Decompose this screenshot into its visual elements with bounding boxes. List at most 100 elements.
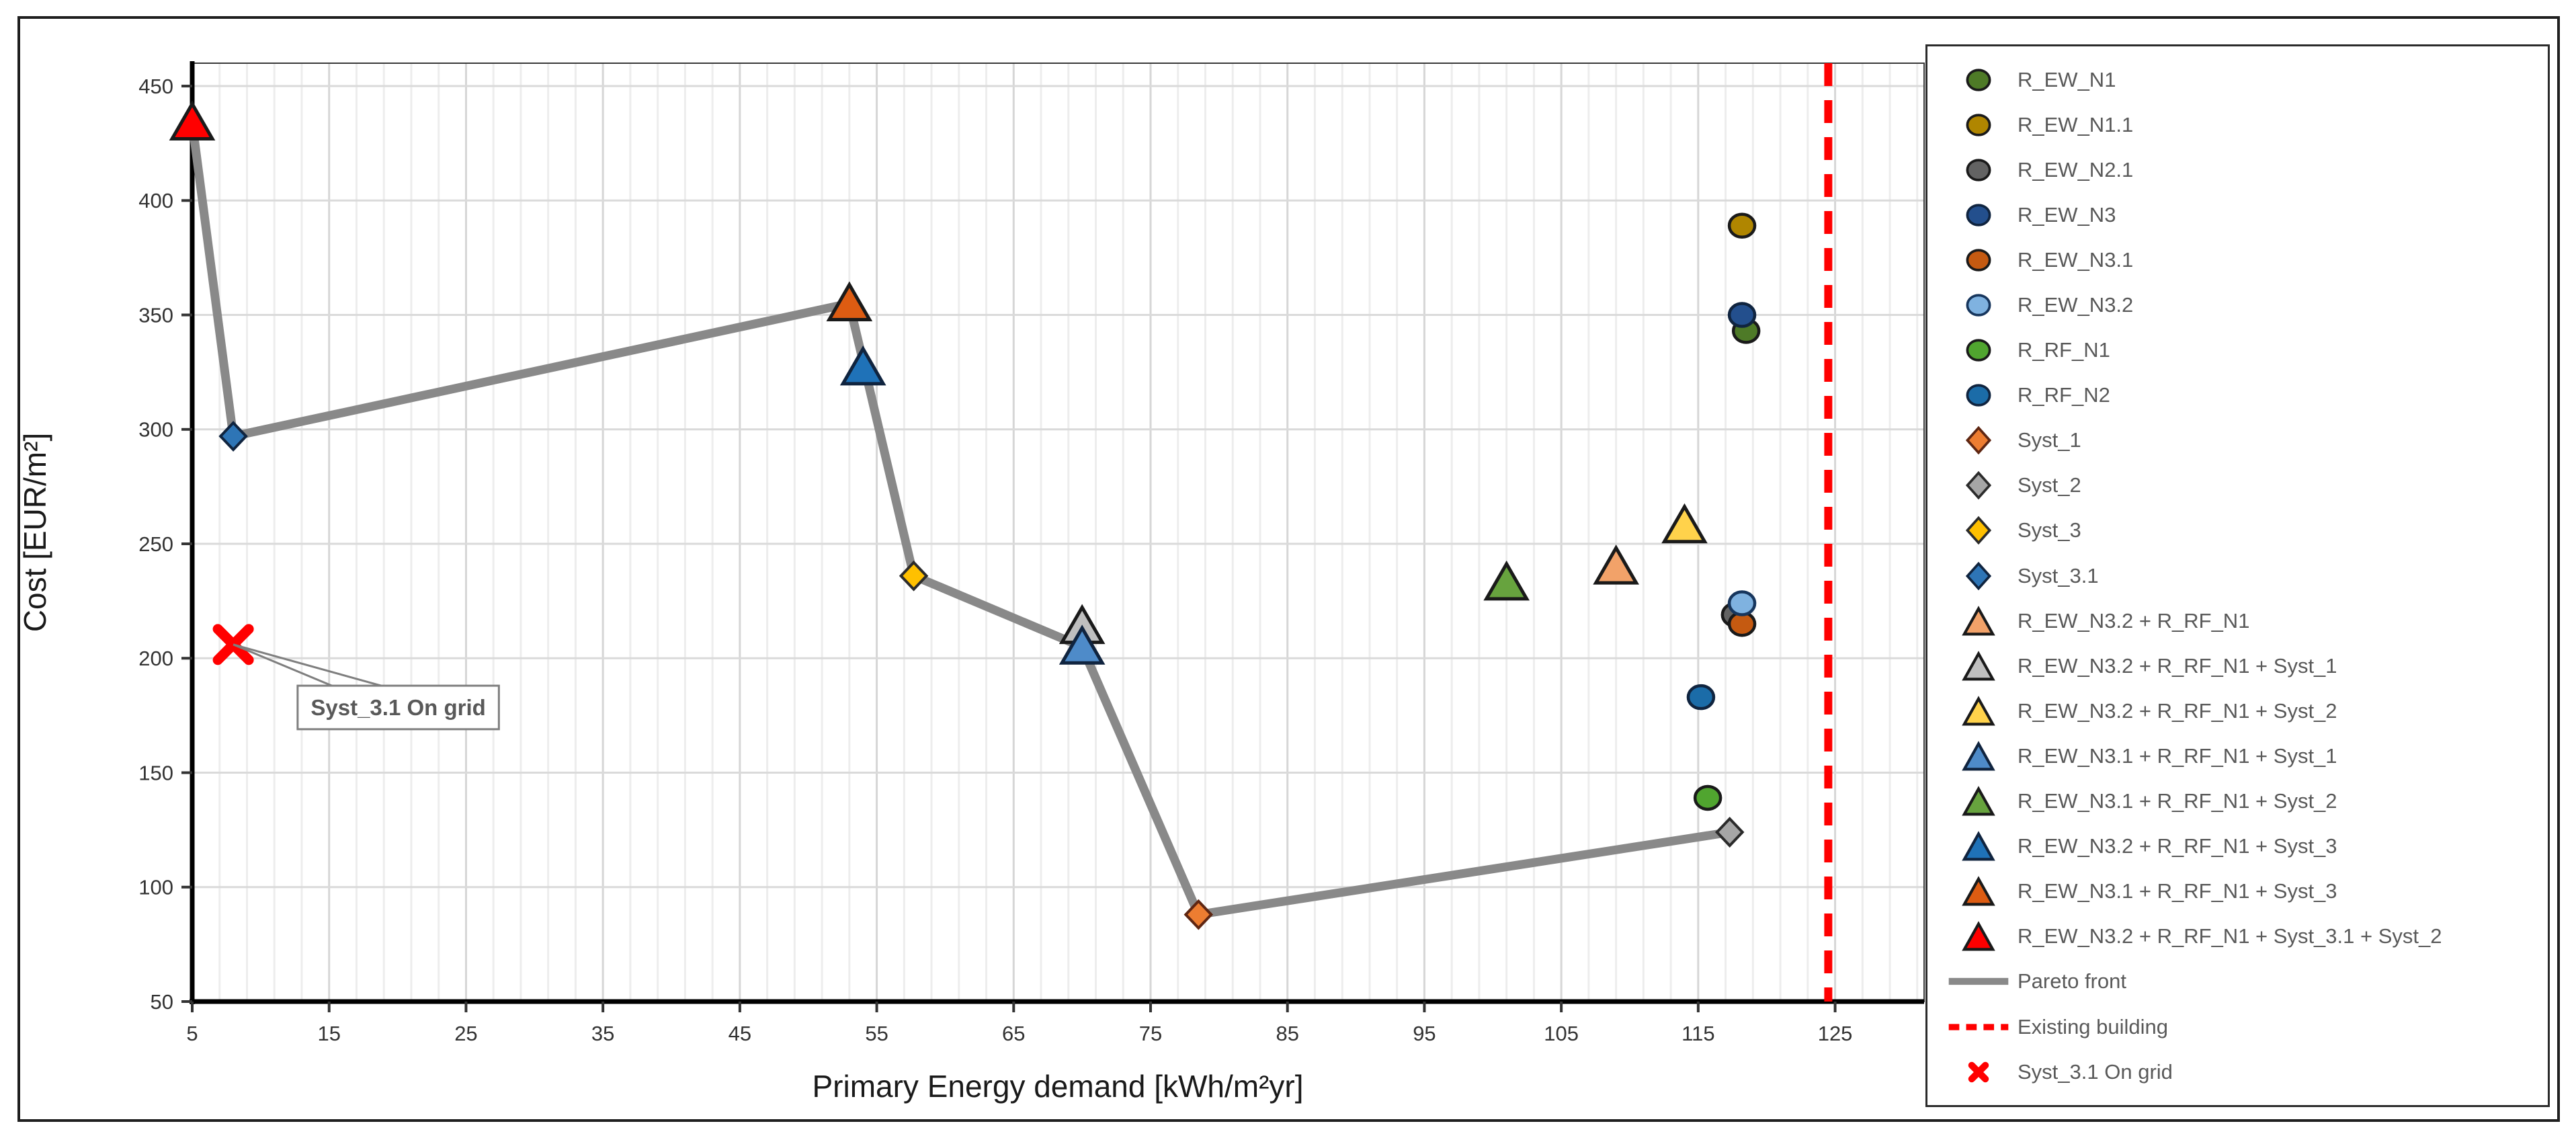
legend-marker-icon [1962, 741, 1995, 771]
svg-text:200: 200 [138, 647, 173, 670]
legend-marker-icon [1962, 786, 1995, 816]
legend-item: R_EW_N3.2 + R_RF_N1 + Syst_3.1 + Syst_2 [1945, 914, 2541, 959]
legend-item: R_RF_N2 [1945, 373, 2541, 418]
svg-text:400: 400 [138, 189, 173, 212]
chart-legend: R_EW_N1 R_EW_N1.1 R_EW_N2.1 R_EW_N3 R_EW… [1925, 44, 2550, 1107]
svg-text:250: 250 [138, 532, 173, 556]
data-series [169, 63, 1833, 1002]
svg-text:105: 105 [1544, 1022, 1579, 1045]
legend-item-label: R_EW_N3.2 + R_RF_N1 + Syst_2 [2018, 698, 2337, 723]
svg-text:55: 55 [865, 1022, 888, 1045]
legend-item-label: R_EW_N3.1 + R_RF_N1 + Syst_3 [2018, 879, 2337, 903]
legend-item: R_EW_N1 [1945, 57, 2541, 102]
legend-marker-icon [1965, 561, 1992, 590]
svg-text:15: 15 [317, 1022, 340, 1045]
svg-text:150: 150 [138, 761, 173, 784]
legend-item-label: Existing building [2018, 1014, 2169, 1039]
svg-text:300: 300 [138, 418, 173, 442]
legend-item-label: R_EW_N3 [2018, 202, 2116, 227]
legend-marker-icon [1966, 68, 1991, 91]
svg-text:85: 85 [1276, 1022, 1298, 1045]
legend-item-label: R_RF_N2 [2018, 383, 2110, 407]
svg-text:115: 115 [1681, 1022, 1714, 1045]
y-axis-title: Cost [EUR/m²] [17, 433, 52, 632]
legend-item-label: R_EW_N1.1 [2018, 112, 2134, 136]
legend-marker-icon [1962, 651, 1995, 681]
legend-item: R_EW_N3.1 [1945, 237, 2541, 282]
legend-marker-icon [1962, 696, 1995, 726]
legend-item-label: Pareto front [2018, 969, 2126, 993]
legend-marker-icon [1948, 978, 2009, 985]
legend-item-label: Syst_1 [2018, 428, 2081, 452]
legend-item-label: R_EW_N3.1 + R_RF_N1 + Syst_1 [2018, 743, 2337, 768]
legend-marker-icon [1965, 426, 1992, 455]
svg-text:25: 25 [454, 1022, 477, 1045]
legend-item: R_EW_N3.2 + R_RF_N1 [1945, 598, 2541, 643]
legend-marker-icon [1966, 339, 1991, 362]
legend-item-label: Syst_3.1 [2018, 563, 2099, 587]
legend-item: R_EW_N3.2 + R_RF_N1 + Syst_3 [1945, 824, 2541, 869]
legend-marker-icon [1962, 605, 1995, 636]
svg-text:95: 95 [1413, 1022, 1436, 1045]
svg-text:5: 5 [186, 1022, 198, 1045]
legend-item-label: Syst_3 [2018, 518, 2081, 542]
legend-marker-icon [1966, 294, 1991, 317]
legend-item-label: R_RF_N1 [2018, 338, 2110, 362]
legend-item: Syst_3.1 [1945, 553, 2541, 598]
legend-item: R_EW_N3.2 + R_RF_N1 + Syst_1 [1945, 643, 2541, 688]
legend-marker-icon [1962, 921, 1995, 951]
legend-marker-icon [1966, 204, 1991, 227]
legend-item-label: R_EW_N3.1 + R_RF_N1 + Syst_2 [2018, 789, 2337, 813]
legend-item: R_EW_N3 [1945, 192, 2541, 237]
svg-text:350: 350 [138, 303, 173, 327]
legend-item-label: Syst_2 [2018, 473, 2081, 497]
legend-item-label: R_EW_N1 [2018, 67, 2116, 91]
svg-text:Syst_3.1 On grid: Syst_3.1 On grid [310, 695, 485, 720]
svg-text:75: 75 [1139, 1022, 1162, 1045]
legend-item: R_RF_N1 [1945, 328, 2541, 373]
legend-marker-icon [1966, 114, 1991, 136]
legend-item-label: R_EW_N3.2 [2018, 293, 2134, 317]
svg-text:50: 50 [151, 990, 173, 1014]
legend-item-label: R_EW_N3.1 [2018, 247, 2134, 272]
legend-item: Syst_1 [1945, 418, 2541, 463]
legend-item: R_EW_N3.1 + R_RF_N1 + Syst_1 [1945, 733, 2541, 778]
annotation-callout: Syst_3.1 On grid [233, 643, 500, 731]
axes [181, 61, 1925, 1012]
axis-tick-labels: 5 15 25 35 45 55 65 75 85 95 105 115 125 50 100 150 200 2… [138, 75, 1852, 1045]
legend-marker-icon [1966, 384, 1991, 407]
legend-item: R_EW_N3.2 [1945, 282, 2541, 327]
legend-item: Existing building [1945, 1004, 2541, 1049]
legend-marker-icon [1965, 471, 1992, 500]
legend-item-label: Syst_3.1 On grid [2018, 1059, 2173, 1084]
svg-text:45: 45 [729, 1022, 751, 1045]
legend-marker-icon [1966, 159, 1991, 181]
legend-marker-icon [1948, 1023, 2009, 1030]
legend-marker-icon [1962, 876, 1995, 906]
legend-marker-icon [1966, 249, 1991, 272]
svg-text:35: 35 [591, 1022, 614, 1045]
legend-item-label: R_EW_N2.1 [2018, 157, 2134, 181]
legend-item: R_EW_N3.1 + R_RF_N1 + Syst_2 [1945, 779, 2541, 824]
legend-item: Syst_3 [1945, 508, 2541, 553]
legend-item: R_EW_N2.1 [1945, 147, 2541, 192]
legend-item: R_EW_N1.1 [1945, 102, 2541, 147]
svg-text:65: 65 [1002, 1022, 1025, 1045]
legend-item-label: R_EW_N3.2 + R_RF_N1 + Syst_1 [2018, 653, 2337, 678]
gridlines [192, 63, 1924, 1002]
x-axis-title: Primary Energy demand [kWh/m²yr] [812, 1069, 1303, 1104]
legend-item-label: R_EW_N3.2 + R_RF_N1 + Syst_3.1 + Syst_2 [2018, 924, 2442, 948]
legend-item: R_EW_N3.2 + R_RF_N1 + Syst_2 [1945, 688, 2541, 733]
legend-marker-icon [1965, 516, 1992, 545]
legend-marker-icon [1962, 831, 1995, 861]
svg-text:100: 100 [138, 876, 173, 899]
legend-marker-icon [1968, 1061, 1989, 1082]
legend-item: Syst_2 [1945, 463, 2541, 508]
svg-text:450: 450 [138, 75, 173, 98]
legend-item-label: R_EW_N3.2 + R_RF_N1 + Syst_3 [2018, 834, 2337, 858]
legend-item: R_EW_N3.1 + R_RF_N1 + Syst_3 [1945, 869, 2541, 914]
legend-item-label: R_EW_N3.2 + R_RF_N1 [2018, 608, 2250, 633]
svg-text:125: 125 [1818, 1022, 1853, 1045]
